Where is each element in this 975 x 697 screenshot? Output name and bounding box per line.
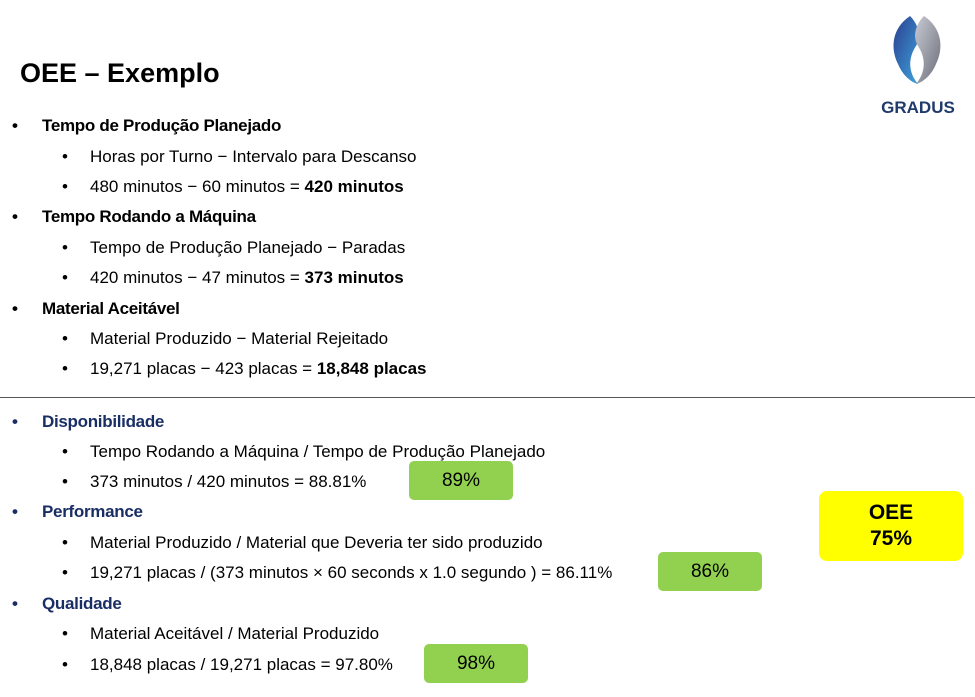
section-heading-performance: • Performance (12, 502, 143, 522)
result-value: 18,848 placas (316, 359, 427, 378)
oee-result-box: OEE 75% (819, 491, 963, 561)
bullet: • (62, 655, 68, 674)
result-value: 373 minutos (304, 268, 404, 287)
section-heading-qualidade: • Qualidade (12, 594, 122, 614)
list-item-text: 420 minutos − 47 minutos = (90, 268, 305, 287)
oee-value: 75% (869, 527, 913, 550)
list-item-text: 373 minutos / 420 minutos = 88.81% (90, 472, 367, 491)
heading-text: Material Aceitável (42, 299, 180, 318)
bullet: • (12, 412, 18, 431)
section-heading-material-aceitavel: • Material Aceitável (12, 299, 180, 319)
list-item: • Horas por Turno − Intervalo para Descan… (62, 147, 417, 167)
heading-text: Disponibilidade (42, 412, 165, 431)
bullet: • (62, 533, 68, 552)
gradus-logo: GRADUS (872, 12, 964, 122)
list-item-text: Material Aceitável / Material Produzido (90, 624, 380, 643)
list-item-text: Tempo Rodando a Máquina / Tempo de Produ… (90, 442, 546, 461)
list-item-text: 480 minutos − 60 minutos = (90, 177, 305, 196)
heading-text: Performance (42, 502, 143, 521)
bullet: • (62, 472, 68, 491)
section-heading-tempo-producao: • Tempo de Produção Planejado (12, 116, 282, 136)
list-item: • 18,848 placas / 19,271 placas = 97.80% (62, 655, 393, 675)
section-heading-tempo-rodando: • Tempo Rodando a Máquina (12, 207, 256, 227)
logo-text: GRADUS (881, 98, 955, 117)
list-item-text: Tempo de Produção Planejado − Paradas (90, 238, 406, 257)
list-item-text: 19,271 placas / (373 minutos × 60 second… (90, 563, 613, 582)
list-item-text: Material Produzido / Material que Deveri… (90, 533, 543, 552)
list-item: • Material Aceitável / Material Produzido (62, 624, 380, 644)
list-item: • 420 minutos − 47 minutos = 373 minutos (62, 268, 404, 288)
performance-badge: 86% (658, 552, 762, 591)
divider (0, 397, 975, 398)
bullet: • (62, 147, 68, 166)
bullet: • (62, 442, 68, 461)
bullet: • (62, 329, 68, 348)
heading-text: Qualidade (42, 594, 122, 613)
bullet: • (62, 359, 68, 378)
bullet: • (62, 238, 68, 257)
bullet: • (62, 563, 68, 582)
gradus-flame-icon (893, 16, 941, 84)
bullet: • (12, 116, 18, 135)
list-item: • Tempo de Produção Planejado − Paradas (62, 238, 406, 258)
list-item: • 19,271 placas − 423 placas = 18,848 pla… (62, 359, 427, 379)
bullet: • (12, 207, 18, 226)
oee-label: OEE (868, 501, 914, 524)
heading-text: Tempo Rodando a Máquina (42, 207, 256, 226)
list-item: • Material Produzido − Material Rejeitado (62, 329, 389, 349)
qualidade-badge: 98% (424, 644, 528, 683)
list-item: • 480 minutos − 60 minutos = 420 minutos (62, 177, 404, 197)
slide-title: OEE – Exemplo (20, 58, 220, 88)
bullet: • (12, 594, 18, 613)
list-item: • Material Produzido / Material que Dever… (62, 533, 543, 553)
bullet: • (12, 299, 18, 318)
list-item-text: Horas por Turno − Intervalo para Descans… (90, 147, 417, 166)
list-item-text: 18,848 placas / 19,271 placas = 97.80% (90, 655, 393, 674)
bullet: • (62, 177, 68, 196)
list-item: • 373 minutos / 420 minutos = 88.81% (62, 472, 367, 492)
list-item: • Tempo Rodando a Máquina / Tempo de Prod… (62, 442, 546, 462)
list-item-text: Material Produzido − Material Rejeitado (90, 329, 389, 348)
bullet: • (62, 624, 68, 643)
section-heading-disponibilidade: • Disponibilidade (12, 412, 165, 432)
disponibilidade-badge: 89% (409, 461, 513, 500)
result-value: 420 minutos (304, 177, 404, 196)
list-item-text: 19,271 placas − 423 placas = (90, 359, 317, 378)
list-item: • 19,271 placas / (373 minutos × 60 secon… (62, 563, 613, 583)
heading-text: Tempo de Produção Planejado (42, 116, 282, 135)
bullet: • (62, 268, 68, 287)
bullet: • (12, 502, 18, 521)
